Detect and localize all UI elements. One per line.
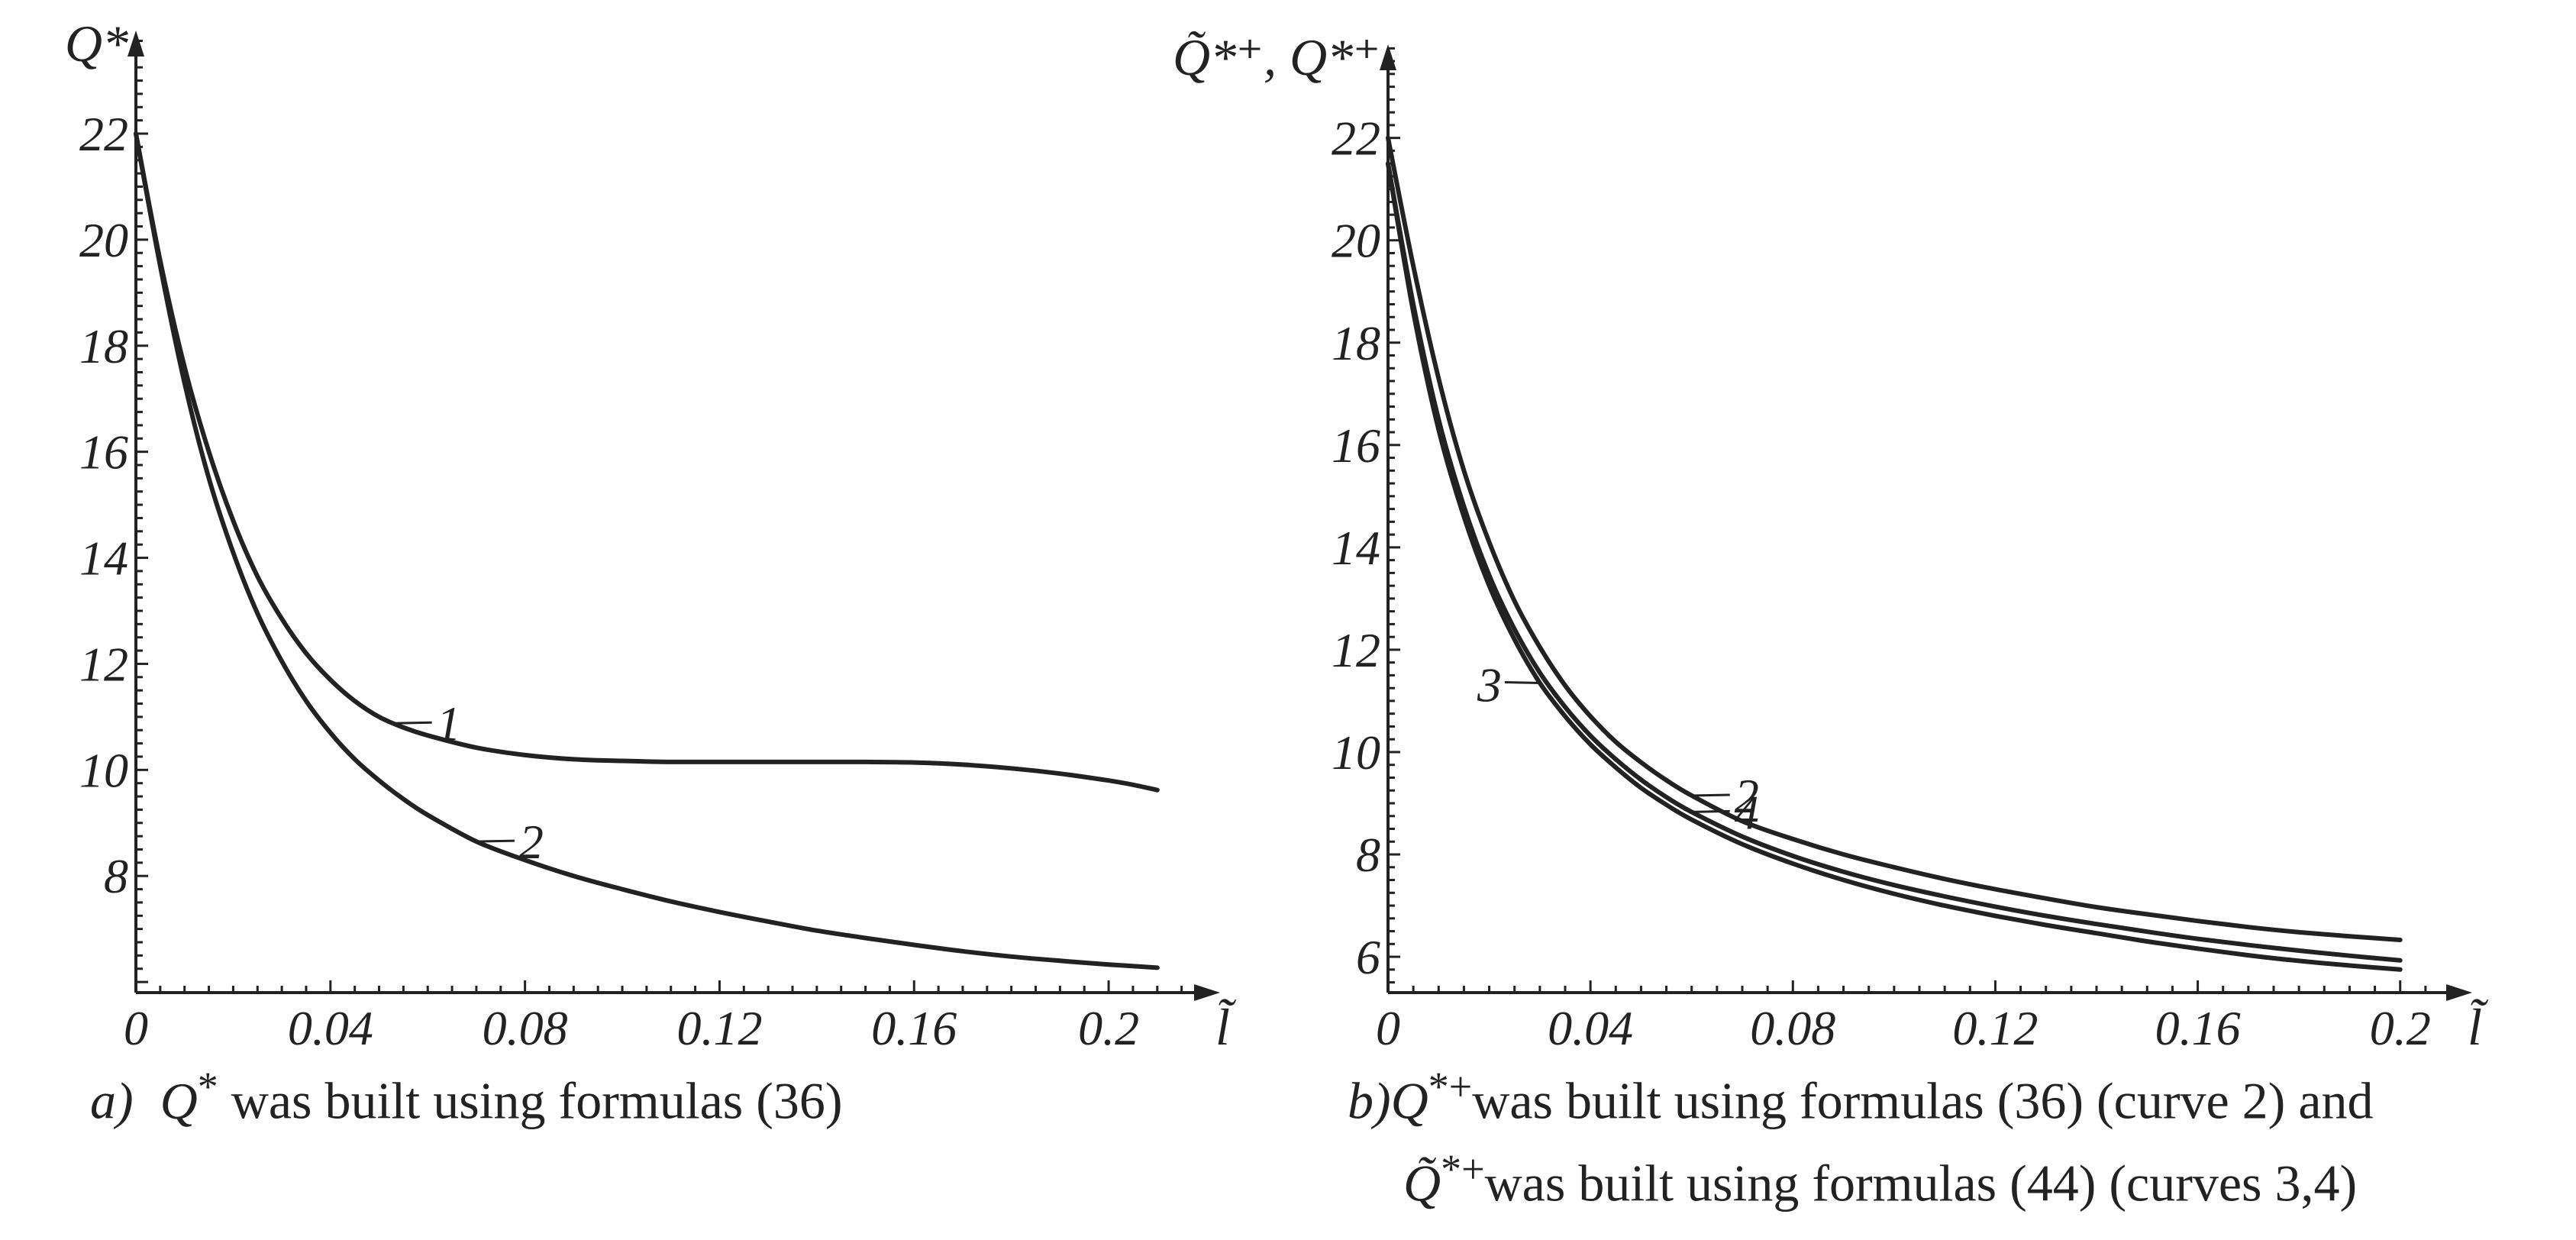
panel-a-chart: 0 0.04 0.08 0.12 0.16 0.2810121416182022Q*l̃1… — [65, 15, 1236, 1056]
y-tick-label: 16 — [1332, 418, 1380, 473]
y-tick-label: 14 — [1332, 521, 1380, 575]
panel-b-chart: 0 0.04 0.08 0.12 0.16 0.2 6 8 10 12 14 16 18 20 22 Q̃*⁺… — [1173, 28, 2488, 1056]
x-tick-label: 0.04 — [288, 1001, 373, 1055]
x-axis-title: l̃ — [2468, 998, 2488, 1056]
curve-label-leader — [1691, 793, 1730, 797]
caption-b-text1: was built using formulas (36) (curve 2) … — [1472, 1071, 2374, 1130]
caption-b-sup2: *+ — [1441, 1146, 1485, 1192]
curve-label-1: 1 — [437, 696, 461, 751]
y-tick-label: 22 — [79, 107, 128, 161]
x-tick-label: 0.16 — [871, 1001, 957, 1055]
caption-b-line2: Q̃*+was built using formulas (44) (curve… — [1403, 1145, 2357, 1214]
y-axis-title: Q̃*⁺, Q*⁺ — [1173, 28, 1380, 86]
y-tick-label: 16 — [79, 425, 128, 480]
y-tick-label: 8 — [104, 849, 128, 903]
y-tick-label: 6 — [1356, 930, 1380, 984]
y-axis-title: Q* — [65, 15, 128, 73]
y-tick-label: 18 — [79, 319, 128, 373]
curve-label-2: 2 — [519, 815, 544, 869]
x-axis-arrow — [1194, 984, 1220, 1001]
caption-b-prefix: b) — [1348, 1071, 1391, 1130]
x-tick-label: 0.04 — [1548, 1001, 1633, 1055]
curve-label-leader — [1691, 809, 1730, 813]
y-tick-label: 22 — [1332, 111, 1380, 166]
x-tick-label: 0 — [124, 1001, 148, 1055]
x-tick-label: 0.08 — [1750, 1001, 1835, 1055]
x-tick-label: 0.08 — [483, 1001, 568, 1055]
caption-a: a) Q* was built using formulas (36) — [90, 1063, 843, 1132]
curve-label-3: 3 — [1477, 657, 1502, 712]
y-tick-label: 8 — [1356, 828, 1380, 882]
caption-b-symbol2: Q̃ — [1403, 1154, 1441, 1213]
y-tick-label: 12 — [79, 637, 128, 691]
x-tick-label: 0.2 — [1078, 1001, 1139, 1055]
caption-b-text2: was built using formulas (44) (curves 3,… — [1484, 1154, 2358, 1213]
y-tick-label: 18 — [1332, 316, 1380, 370]
series-line-curve-3 — [1386, 161, 2403, 972]
y-tick-label: 10 — [1332, 725, 1380, 780]
curve-label-leader — [393, 721, 432, 725]
series-line-curve-2 — [134, 131, 1160, 970]
caption-b-line1: b)Q*+was built using formulas (36) (curv… — [1348, 1063, 2374, 1132]
x-tick-label: 0.2 — [2370, 1001, 2431, 1055]
series-line-curve-4 — [1386, 161, 2403, 963]
curve-label-4: 4 — [1735, 785, 1759, 839]
x-axis-title: l̃ — [1215, 998, 1236, 1056]
caption-b-sup1: *+ — [1428, 1064, 1473, 1109]
caption-a-prefix: a) — [90, 1071, 134, 1130]
y-axis-arrow — [1380, 44, 1396, 70]
x-axis-arrow — [2446, 984, 2472, 1001]
y-tick-label: 12 — [1332, 623, 1380, 677]
y-tick-label: 14 — [79, 531, 128, 586]
series-line-curve-1 — [134, 131, 1160, 793]
x-tick-label: 0 — [1376, 1001, 1400, 1055]
caption-a-symbol: Q — [160, 1071, 198, 1130]
x-tick-label: 0.12 — [676, 1001, 762, 1055]
x-tick-label: 0.16 — [2155, 1001, 2241, 1055]
y-tick-label: 20 — [1332, 214, 1380, 268]
y-tick-label: 10 — [79, 743, 128, 797]
curve-label-leader — [1504, 680, 1540, 684]
series-line-curve-2 — [1386, 135, 2403, 942]
y-axis-arrow — [128, 31, 144, 57]
x-tick-label: 0.12 — [1952, 1001, 2038, 1055]
caption-b-symbol1: Q — [1390, 1071, 1428, 1130]
curve-label-2: 2 — [1735, 769, 1759, 823]
caption-a-text: was built using formulas (36) — [231, 1071, 843, 1130]
caption-a-sup: * — [197, 1064, 218, 1109]
y-tick-label: 20 — [79, 213, 128, 267]
